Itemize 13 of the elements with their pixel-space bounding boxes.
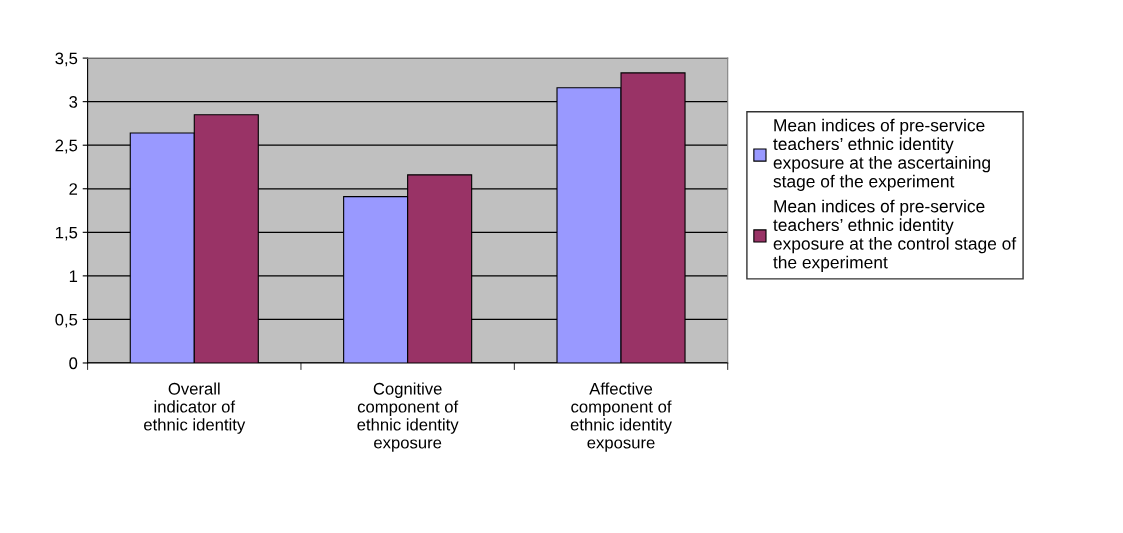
x-tick-label: Affective component of ethnic identity exposure (570, 382, 672, 452)
y-tick-label: 0 (69, 357, 78, 370)
legend-label: Mean indices of pre-service teachers’ ethnic identity exposure at the control stage of the experiment (773, 199, 1017, 272)
y-tick-label: 0,5 (55, 313, 78, 328)
x-tick-label: Cognitive component of ethnic identity exposure (357, 382, 459, 452)
y-tick-label: 2,5 (55, 139, 78, 154)
x-tick-label: Overall indicator of ethnic identity (144, 382, 246, 434)
y-tick-label: 1,5 (55, 226, 78, 241)
y-tick-label: 3 (69, 96, 78, 108)
y-tick-label: 2 (69, 183, 78, 195)
y-tick-label: 3,5 (55, 52, 78, 67)
y-tick-label: 1 (69, 270, 78, 282)
legend-label: Mean indices of pre-service teachers’ ethnic identity exposure at the ascertaining stage of the experiment (773, 118, 990, 191)
